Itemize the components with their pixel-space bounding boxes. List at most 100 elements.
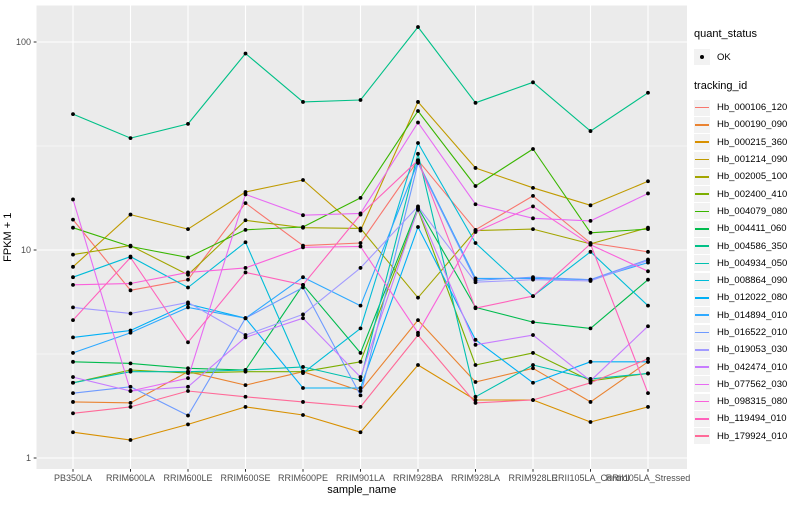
legend-tracking-items: Hb_000106_120 Hb_000190_090 Hb_000215_360 H…: [694, 99, 800, 445]
data-point: [646, 371, 650, 376]
data-point: [128, 401, 133, 405]
data-point: [186, 389, 190, 393]
data-point: [358, 212, 363, 217]
legend-item: Hb_002005_100: [694, 168, 800, 185]
legend-key: [694, 307, 710, 324]
data-point: [186, 340, 190, 345]
data-point: [301, 100, 305, 104]
data-point: [71, 318, 75, 323]
data-point: [128, 136, 133, 141]
data-point: [71, 351, 75, 355]
legend-key: [694, 134, 710, 151]
line-swatch-icon: [695, 383, 709, 386]
x-tick-label: PB350LA: [54, 473, 92, 483]
data-point: [71, 411, 75, 416]
data-point: [71, 430, 75, 435]
data-point: [531, 185, 535, 190]
line-swatch-icon: [695, 297, 709, 299]
data-point: [531, 227, 535, 232]
data-point: [473, 380, 478, 384]
data-point: [358, 393, 363, 398]
data-point: [358, 351, 363, 355]
legend-item: Hb_012022_080: [694, 289, 800, 306]
legend-key: [694, 238, 710, 255]
x-tick-label: RRIM901LA: [336, 473, 385, 483]
data-point: [416, 141, 420, 145]
data-point: [128, 330, 133, 335]
data-point: [531, 277, 535, 282]
legend-key: [694, 272, 710, 289]
legend-tracking-id: tracking_id Hb_000106_120 Hb_000190_090 Hb…: [694, 80, 800, 445]
data-point: [531, 204, 535, 209]
data-point: [358, 98, 363, 102]
data-point: [416, 100, 420, 104]
data-point: [186, 305, 190, 310]
data-point: [531, 366, 535, 371]
data-point: [301, 275, 305, 280]
legend-label: OK: [717, 51, 731, 63]
data-point: [531, 320, 535, 325]
data-point: [71, 264, 75, 269]
x-tick-label: RRIM928LE: [508, 473, 557, 483]
data-point: [531, 333, 535, 337]
data-point: [71, 225, 75, 230]
data-point: [473, 166, 478, 170]
data-point: [416, 363, 420, 367]
data-point: [473, 337, 478, 342]
line-swatch-icon: [695, 227, 709, 230]
data-point: [646, 90, 650, 95]
data-point: [301, 285, 305, 290]
data-point: [243, 405, 248, 409]
data-point: [71, 112, 75, 117]
data-point: [128, 389, 133, 393]
data-point: [473, 100, 478, 105]
data-point: [358, 389, 363, 393]
legend-item: Hb_004079_080: [694, 203, 800, 220]
data-point: [128, 361, 133, 366]
data-point: [588, 219, 593, 223]
data-point: [128, 288, 133, 293]
data-point: [646, 359, 650, 364]
data-point: [71, 359, 75, 364]
line-swatch-icon: [695, 124, 709, 126]
data-point: [588, 400, 593, 404]
data-point: [301, 225, 305, 229]
data-point: [473, 184, 478, 188]
data-point: [531, 398, 535, 402]
data-point: [358, 326, 363, 331]
data-point: [71, 400, 75, 404]
line-swatch-icon: [695, 400, 709, 403]
data-point: [358, 405, 363, 409]
legend-item: Hb_002400_410: [694, 185, 800, 203]
legend-key: [694, 220, 710, 237]
data-point: [243, 192, 248, 197]
data-point: [588, 230, 593, 235]
data-point: [128, 405, 133, 409]
legend-item: Hb_077562_030: [694, 376, 800, 393]
data-point: [186, 422, 190, 427]
legend-key: [694, 168, 710, 185]
data-point: [358, 226, 363, 231]
legend-item: Hb_042474_010: [694, 358, 800, 376]
legend-key: [694, 289, 710, 306]
data-point: [301, 245, 305, 250]
data-point: [646, 277, 650, 282]
data-point: [473, 306, 478, 311]
data-point: [301, 413, 305, 417]
data-point: [531, 351, 535, 355]
data-point: [473, 342, 478, 347]
line-swatch-icon: [695, 176, 709, 178]
legend-label: Hb_014894_010: [717, 309, 788, 321]
data-point: [416, 151, 420, 156]
legend-item: Hb_000106_120: [694, 99, 800, 116]
data-point: [186, 121, 190, 126]
data-point: [416, 295, 420, 300]
x-tick-label: RRIM600PE: [278, 473, 328, 483]
legend-key: [694, 428, 710, 445]
legend-label: Hb_077562_030: [717, 378, 788, 390]
data-point: [128, 255, 133, 260]
legend-item-ok: OK: [694, 47, 800, 67]
data-point: [588, 129, 593, 133]
line-swatch-icon: [695, 262, 709, 265]
legend-item: Hb_004411_060: [694, 220, 800, 237]
